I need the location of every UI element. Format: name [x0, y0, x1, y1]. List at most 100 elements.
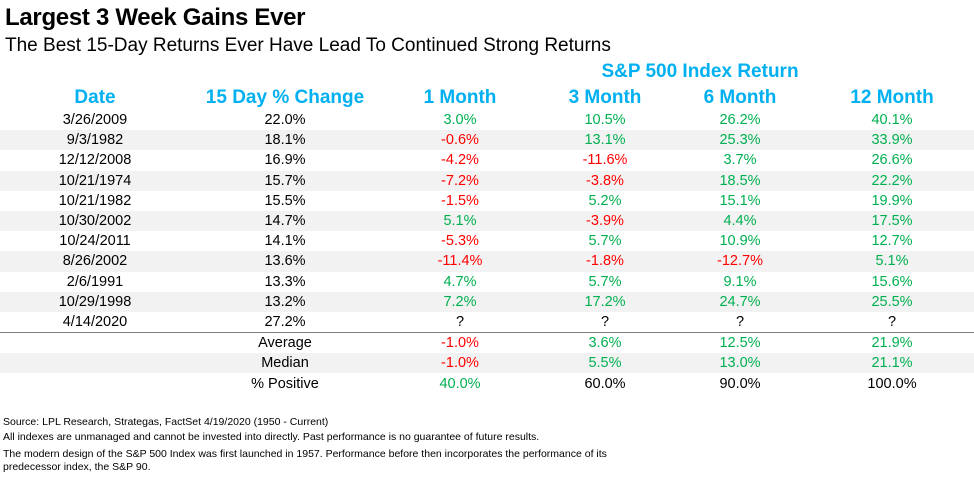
table-cell: 10.9%: [719, 233, 761, 250]
column-header: 12 Month: [850, 87, 934, 108]
table-cell: 3/26/2009: [62, 112, 128, 129]
table-cell: 19.9%: [871, 192, 913, 209]
table-cell: 15.1%: [719, 192, 761, 209]
summary-cell: 5.5%: [540, 353, 670, 374]
table-row: 10/24/2011 14.1% -5.3% 5.7% 10.9% 12.7%: [0, 231, 974, 251]
table-cell: 10/30/2002: [0, 210, 190, 232]
table-row: 4/14/2020 27.2%????: [0, 312, 974, 333]
summary-cell: Average: [190, 332, 380, 354]
summary-row: % Positive 40.0% 60.0% 90.0% 100.0%: [0, 373, 974, 393]
table-cell: -1.8%: [540, 251, 670, 272]
table-cell: 13.3%: [264, 273, 306, 290]
summary-cell: [0, 332, 190, 354]
table-cell: 4.7%: [443, 273, 477, 290]
table-cell: 18.5%: [670, 170, 810, 191]
table-cell: 26.6%: [871, 152, 913, 169]
table-cell: 13.1%: [540, 130, 670, 151]
summary-cell: 100.0%: [867, 375, 917, 392]
table-cell: 2/6/1991: [66, 273, 124, 290]
footnotes: Source: LPL Research, Strategas, FactSet…: [3, 414, 663, 474]
table-cell: -7.2%: [380, 170, 540, 191]
summary-cell: 3.6%: [540, 332, 670, 354]
table-cell: -0.6%: [380, 130, 540, 151]
table-cell: 9/3/1982: [0, 130, 190, 151]
table-cell: 14.7%: [190, 210, 380, 232]
table-cell: ?: [455, 313, 465, 330]
table-cell: 3.7%: [723, 152, 757, 169]
table-cell: 5.7%: [588, 273, 622, 290]
table-cell: 15.5%: [264, 192, 306, 209]
summary-cell: Median: [190, 353, 380, 374]
table-cell: 7.2%: [380, 291, 540, 312]
table-cell: 5.1%: [380, 210, 540, 232]
table-cell: -4.2%: [441, 152, 479, 169]
table-row: 10/21/1982 15.5% -1.5% 5.2% 15.1% 19.9%: [0, 191, 974, 211]
table-cell: 4/14/2020: [62, 313, 128, 330]
table-row: 10/21/1974 15.7% -7.2% -3.8% 18.5% 22.2%: [0, 170, 974, 191]
summary-cell: 21.9%: [810, 332, 974, 354]
summary-cell: 21.1%: [810, 353, 974, 374]
summary-cell: 13.0%: [670, 353, 810, 374]
table-cell: 9.1%: [723, 273, 757, 290]
table-row: 9/3/1982 18.1% -0.6% 13.1% 25.3% 33.9%: [0, 130, 974, 151]
disclaimer-note: All indexes are unmanaged and cannot be …: [3, 430, 540, 443]
column-header: Date: [74, 87, 116, 108]
column-header: 1 Month: [423, 87, 497, 108]
table-cell: -3.8%: [540, 170, 670, 191]
index-history-note: The modern design of the S&P 500 Index w…: [3, 448, 607, 473]
table-cell: 22.0%: [264, 112, 306, 129]
table-row: 2/6/1991 13.3% 4.7% 5.7% 9.1% 15.6%: [0, 272, 974, 292]
table-cell: -12.7%: [670, 251, 810, 272]
table-cell: 15.7%: [190, 170, 380, 191]
summary-cell: -1.0%: [380, 353, 540, 374]
table-cell: 24.7%: [670, 291, 810, 312]
table-cell: 26.2%: [719, 112, 761, 129]
source-note: Source: LPL Research, Strategas, FactSet…: [3, 416, 329, 428]
column-header: 3 Month: [568, 87, 642, 108]
summary-row: Average -1.0% 3.6% 12.5% 21.9%: [0, 332, 974, 354]
table-cell: 10/21/1982: [58, 192, 132, 209]
summary-cell: 90.0%: [719, 375, 761, 392]
table-cell: 17.5%: [810, 210, 974, 232]
chart-subtitle: The Best 15-Day Returns Ever Have Lead T…: [5, 35, 611, 56]
table-cell: 8/26/2002: [0, 251, 190, 272]
table-cell: 10/29/1998: [0, 291, 190, 312]
table-cell: 10.5%: [584, 112, 626, 129]
summary-cell: % Positive: [251, 375, 319, 392]
summary-row: Median -1.0% 5.5% 13.0% 21.1%: [0, 353, 974, 374]
table-cell: ?: [887, 313, 897, 330]
table-cell: 10/21/1974: [0, 170, 190, 191]
table-cell: 13.2%: [190, 291, 380, 312]
summary-cell: [0, 373, 190, 393]
table-cell: 5.2%: [588, 192, 622, 209]
chart-title: Largest 3 Week Gains Ever: [5, 4, 306, 31]
group-header: S&P 500 Index Return: [601, 61, 799, 82]
summary-cell: 12.5%: [670, 332, 810, 354]
table-row: 12/12/2008 16.9% -4.2% -11.6% 3.7% 26.6%: [0, 150, 974, 170]
summary-cell: -1.0%: [380, 332, 540, 354]
column-header: 15 Day % Change: [205, 87, 365, 108]
summary-cell: 60.0%: [584, 375, 626, 392]
table-cell: -11.4%: [380, 251, 540, 272]
table-row: 3/26/2009 22.0% 3.0% 10.5% 26.2% 40.1%: [0, 110, 974, 130]
header-row: Date 15 Day % Change 1 Month 3 Month 6 M…: [0, 86, 974, 110]
table-cell: 18.1%: [190, 130, 380, 151]
table-cell: 27.2%: [264, 313, 306, 330]
table-cell: 4.4%: [670, 210, 810, 232]
table-cell: 15.6%: [871, 273, 913, 290]
table-cell: 10/24/2011: [59, 233, 131, 250]
summary-cell: [0, 353, 190, 374]
table-cell: 16.9%: [264, 152, 306, 169]
table-cell: 14.1%: [264, 233, 306, 250]
table-cell: 40.1%: [871, 112, 913, 129]
column-header: 6 Month: [703, 87, 777, 108]
returns-table: Date 15 Day % Change 1 Month 3 Month 6 M…: [0, 86, 974, 394]
table-cell: 25.3%: [670, 130, 810, 151]
table-cell: 5.1%: [810, 251, 974, 272]
table-row: 10/30/2002 14.7% 5.1% -3.9% 4.4% 17.5%: [0, 210, 974, 232]
table-cell: -5.3%: [441, 233, 479, 250]
table-cell: 17.2%: [540, 291, 670, 312]
table-cell: 13.6%: [190, 251, 380, 272]
table-cell: 12.7%: [871, 233, 913, 250]
table-cell: -11.6%: [582, 152, 628, 169]
